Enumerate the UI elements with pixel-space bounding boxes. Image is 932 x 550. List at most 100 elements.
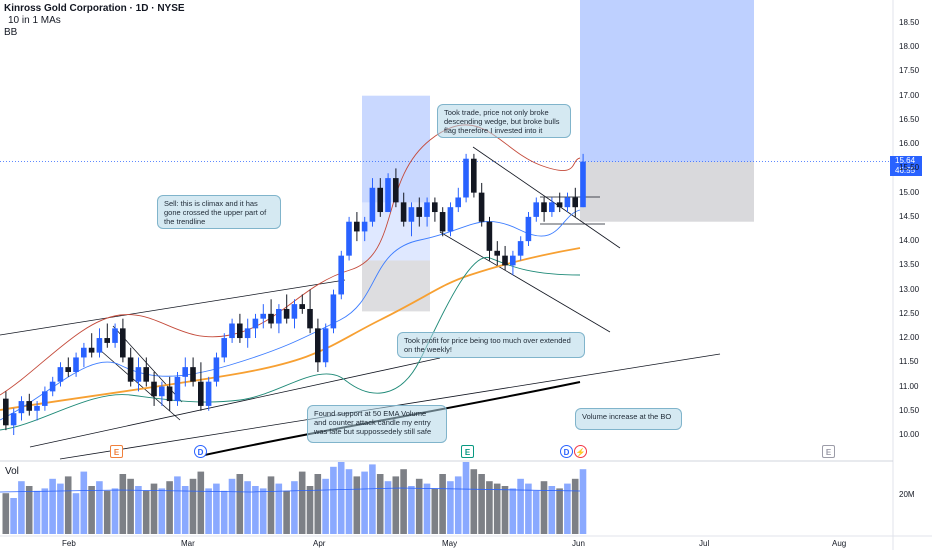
price-tick-label: 13.00	[899, 284, 920, 294]
candle-body	[346, 221, 352, 256]
event-marker[interactable]: ⚡	[574, 445, 587, 458]
support-annotation[interactable]: Found support at 50 EMA Volume and count…	[307, 405, 447, 443]
price-tick-label: 10.00	[899, 430, 920, 439]
volume-bar	[33, 490, 41, 534]
descending-wedge-lower	[439, 231, 611, 333]
candle-body	[237, 323, 243, 339]
descending-wedge-upper	[472, 146, 621, 249]
volume-bar	[548, 486, 556, 534]
candle-body	[221, 338, 227, 358]
volume-bar	[400, 469, 407, 534]
volume-label[interactable]: Vol	[5, 466, 19, 477]
candle-body	[190, 367, 196, 382]
volume-bar	[174, 476, 181, 534]
volume-series	[0, 462, 587, 534]
volume-bar	[197, 471, 205, 534]
candle-body	[143, 367, 149, 382]
candle-body	[159, 386, 165, 397]
volume-bar	[337, 462, 345, 534]
volume-bar	[330, 466, 337, 534]
volume-bar	[49, 478, 56, 534]
candle-body	[525, 216, 532, 242]
candle-body	[580, 161, 586, 208]
candle-body	[252, 318, 259, 329]
volume-bar	[392, 476, 400, 534]
bar-countdown: 46:55	[895, 166, 916, 175]
candle-body	[494, 250, 500, 256]
stop-zone-2	[580, 161, 754, 222]
candle-body	[49, 381, 56, 392]
candle-body	[424, 202, 430, 217]
price-tick-label: 14.00	[899, 236, 920, 246]
trade-annotation[interactable]: Took trade, price not only broke descend…	[437, 104, 571, 138]
candle-body	[34, 405, 40, 411]
symbol-title[interactable]: Kinross Gold Corporation · 1D · NYSE	[4, 3, 185, 14]
volume-bar	[501, 486, 509, 534]
volume-bar	[275, 483, 283, 534]
candle-body	[205, 381, 212, 406]
volume-bar	[150, 483, 158, 534]
ema-50-line	[0, 247, 581, 411]
candle-body	[283, 308, 290, 319]
candle-body	[18, 401, 25, 414]
volume-bar	[298, 471, 306, 534]
candle-body	[502, 255, 508, 266]
candle-body	[338, 255, 344, 295]
event-marker[interactable]: E	[110, 445, 123, 458]
volume-bar	[525, 483, 532, 534]
chart-legend: Kinross Gold Corporation · 1D · NYSE 10 …	[4, 3, 185, 39]
volume-bar	[376, 474, 384, 534]
volume-bar	[189, 478, 197, 534]
time-tick-label: Jul	[699, 539, 710, 548]
candle-body	[564, 197, 571, 208]
candle-body	[330, 294, 337, 329]
candle-body	[174, 376, 181, 402]
sell-annotation[interactable]: Sell: this is climax and it has gone cro…	[157, 195, 281, 229]
candle-body	[65, 367, 71, 372]
volume-bar	[478, 474, 485, 534]
volume-bar	[361, 471, 368, 534]
volume-bar	[369, 464, 376, 534]
price-tick-label: 11.50	[899, 357, 919, 367]
candle-body	[393, 178, 399, 203]
price-tick-label: 17.00	[899, 90, 920, 100]
price-tick-label: 13.50	[899, 260, 920, 270]
volume-bar	[283, 490, 290, 534]
volume-bar	[532, 490, 540, 534]
time-tick-label: May	[442, 539, 458, 548]
candle-body	[276, 308, 282, 324]
volume-bar	[88, 486, 95, 534]
ma-indicator-label[interactable]: 10 in 1 MAs	[8, 15, 61, 26]
volume-annotation[interactable]: Volume increase at the BO	[575, 408, 682, 430]
volume-bar	[244, 481, 251, 534]
profit-annotation[interactable]: Took profit for price being too much ove…	[397, 332, 585, 358]
candle-body	[42, 391, 48, 406]
ma-blue-line	[0, 209, 581, 421]
candle-body	[463, 158, 469, 198]
volume-bar	[2, 493, 10, 534]
volume-bar	[384, 481, 392, 534]
candle-body	[81, 347, 87, 358]
candle-body	[572, 197, 578, 208]
candle-body	[361, 221, 368, 232]
event-marker[interactable]: D	[560, 445, 573, 458]
bb-indicator-label[interactable]: BB	[4, 27, 18, 38]
candlestick-series	[3, 153, 586, 435]
event-marker[interactable]: E	[461, 445, 474, 458]
candle-body	[385, 178, 391, 213]
volume-bar	[25, 486, 33, 534]
price-tick-label: 18.50	[899, 18, 920, 27]
candle-body	[3, 398, 9, 426]
bb-upper-line	[0, 124, 581, 396]
time-tick-label: Jun	[572, 539, 585, 548]
volume-bar	[470, 469, 478, 534]
event-marker[interactable]: E	[822, 445, 835, 458]
candle-body	[260, 313, 266, 319]
volume-bar	[322, 478, 329, 534]
volume-bar	[493, 483, 501, 534]
candle-body	[299, 304, 305, 309]
volume-bar	[540, 481, 548, 534]
event-marker[interactable]: D	[194, 445, 207, 458]
candle-body	[26, 401, 32, 411]
